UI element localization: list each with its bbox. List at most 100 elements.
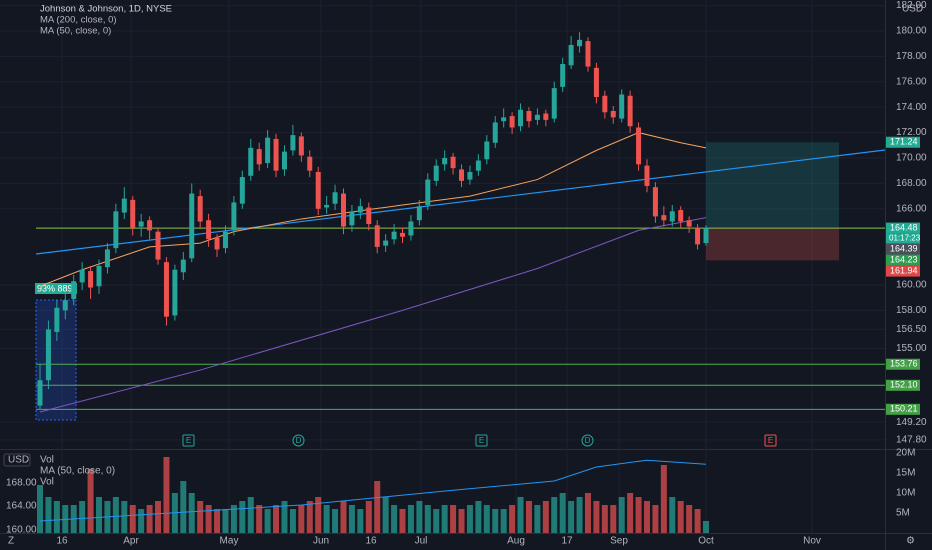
candle-body — [163, 262, 169, 317]
stop-zone — [706, 228, 839, 261]
price-label-bg — [886, 254, 920, 266]
volume-bar — [96, 497, 103, 533]
candle-body — [408, 221, 414, 236]
event-letter[interactable]: E — [186, 436, 191, 445]
y-tick-label: 166.00 — [896, 203, 927, 214]
volume-bar — [365, 501, 372, 533]
candle-body — [526, 110, 532, 122]
candle-body — [543, 113, 549, 120]
target-zone — [706, 142, 839, 229]
candle-body — [45, 329, 51, 381]
event-badge[interactable] — [182, 434, 195, 447]
candle-body — [383, 240, 389, 246]
y-tick-label: 156.50 — [896, 324, 927, 335]
event-badge[interactable] — [292, 434, 305, 447]
timer-bg — [886, 233, 920, 244]
zoom-button[interactable]: Z — [8, 536, 14, 547]
volume-subtitle: Vol — [40, 477, 54, 488]
candle-body — [214, 237, 220, 250]
candle-body — [551, 88, 557, 119]
candle-body — [627, 95, 633, 127]
candle-body — [433, 165, 439, 181]
candle-body — [686, 220, 692, 227]
volume-bar — [239, 501, 246, 533]
event-letter[interactable]: E — [768, 436, 773, 445]
y-tick-label: 160.00 — [896, 280, 927, 291]
volume-bar — [475, 501, 482, 533]
volume-bar — [517, 497, 524, 533]
candle-body — [138, 221, 144, 227]
candle-body — [678, 210, 684, 222]
candle-body — [121, 198, 127, 213]
candle-body — [349, 211, 355, 226]
y-tick-label: 172.00 — [896, 127, 927, 138]
candle-body — [501, 117, 507, 122]
unit-button[interactable]: USD — [8, 455, 29, 466]
x-tick-label: 16 — [365, 536, 377, 547]
volume-bar — [298, 505, 305, 533]
volume-bar — [627, 493, 634, 533]
candle-body — [96, 265, 102, 287]
x-tick-label: Nov — [803, 536, 821, 547]
volume-bar — [155, 501, 162, 533]
candle-body — [644, 165, 650, 186]
volume-bar — [281, 501, 288, 533]
candle-body — [560, 64, 566, 87]
indicator-label: MA (50, close, 0) — [40, 26, 111, 37]
unit-button-bg[interactable] — [3, 453, 31, 467]
price-label-bg — [886, 265, 920, 277]
volume-bar — [483, 505, 490, 533]
x-tick-label: Jun — [313, 536, 329, 547]
volume-bar — [677, 501, 684, 533]
candle-body — [54, 307, 60, 332]
candle-body — [400, 232, 406, 237]
event-letter[interactable]: E — [479, 436, 484, 445]
y-tick-label: 168.00 — [896, 178, 927, 189]
volume-bar — [559, 493, 566, 533]
volume-bar — [433, 509, 440, 533]
candle-body — [155, 231, 161, 260]
candle-body — [307, 156, 313, 171]
settings-button[interactable]: ⚙ — [906, 536, 915, 547]
candle-body — [459, 169, 465, 181]
candle-body — [585, 41, 591, 67]
candle-body — [180, 259, 186, 273]
volume-title: Vol — [40, 455, 54, 466]
candle-body — [416, 206, 422, 221]
candle-body — [636, 127, 642, 165]
price-label-bg — [886, 379, 920, 391]
volume-bar — [551, 497, 558, 533]
event-badge[interactable] — [475, 434, 488, 447]
volume-bar — [112, 497, 119, 533]
candle-body — [315, 171, 321, 209]
candle-body — [366, 207, 372, 225]
event-letter[interactable]: D — [296, 436, 302, 445]
volume-bar — [205, 505, 212, 533]
volume-bar — [635, 497, 642, 533]
event-badge[interactable] — [581, 434, 594, 447]
candle-body — [619, 94, 625, 119]
candle-body — [256, 149, 262, 165]
candle-body — [79, 269, 85, 283]
indicator-label: MA (200, close, 0) — [40, 15, 117, 26]
candle-body — [450, 156, 456, 169]
candle-body — [71, 281, 77, 299]
y-tick-label: 158.00 — [896, 305, 927, 316]
candle-body — [37, 380, 43, 406]
event-badge[interactable] — [764, 434, 777, 447]
volume-bar — [180, 481, 187, 533]
candle-body — [593, 67, 599, 98]
volume-bar — [584, 493, 591, 533]
volume-tick-label: 5M — [896, 508, 910, 519]
candle-body — [652, 187, 658, 217]
event-letter[interactable]: D — [585, 436, 591, 445]
price-label-bg — [886, 403, 920, 415]
candle-body — [265, 137, 271, 164]
volume-ma-title: MA (50, close, 0) — [40, 466, 115, 477]
candle-body — [113, 211, 119, 249]
volume-bar — [500, 509, 507, 533]
volume-bar — [138, 509, 145, 533]
y-tick-label: 155.00 — [896, 343, 927, 354]
timer: 01:17:23 — [889, 234, 921, 243]
volume-bar — [450, 505, 457, 533]
